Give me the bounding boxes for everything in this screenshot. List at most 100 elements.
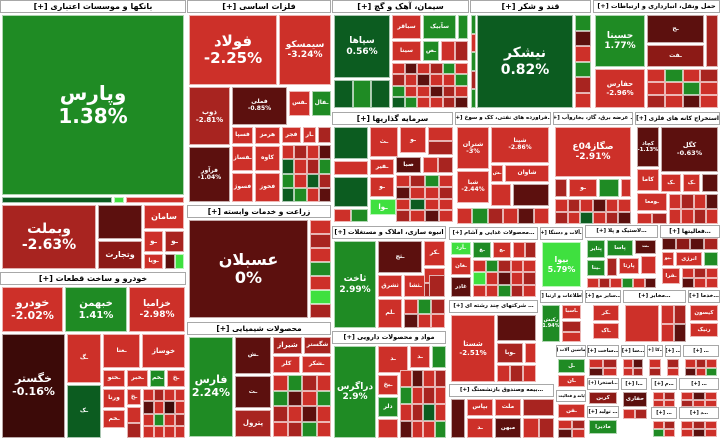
mosaic-cell[interactable] — [693, 429, 705, 437]
section-header-sec-d1[interactable]: … [+] — [651, 407, 677, 419]
tile-rubber-1[interactable]: پاسا — [607, 240, 633, 256]
mosaic-cell[interactable] — [653, 421, 664, 429]
tile-banks-5[interactable] — [98, 205, 142, 239]
mosaic-cell[interactable] — [351, 209, 368, 222]
mosaic-cell[interactable] — [430, 96, 443, 108]
mosaic-cell[interactable] — [485, 272, 499, 285]
section-header-banks[interactable]: بانکها و موسسات اعتباری [+] — [0, 0, 186, 13]
mosaic-cell[interactable] — [455, 74, 468, 86]
mosaic-cell[interactable] — [558, 420, 572, 429]
mosaic-cell[interactable] — [694, 268, 706, 278]
mosaic-cell[interactable] — [706, 278, 718, 288]
mosaic-cell[interactable] — [647, 95, 665, 108]
tile-power-0[interactable]: صگاز04ع -2.91% — [555, 127, 631, 177]
mosaic-cell[interactable] — [441, 41, 455, 61]
section-header-sec-c[interactable]: … [+] — [679, 378, 719, 390]
mosaic-cell[interactable] — [143, 389, 154, 402]
tile-chem-1[interactable]: ـش — [235, 337, 271, 374]
mosaic-cell[interactable] — [693, 209, 706, 224]
mosaic-cell[interactable] — [153, 389, 164, 402]
mosaic-cell[interactable] — [318, 187, 331, 202]
mosaic-cell[interactable] — [524, 242, 536, 258]
mosaic-cell[interactable] — [523, 365, 536, 382]
section-header-sec-b2[interactable]: … [+] — [683, 345, 719, 357]
mosaic-cell[interactable] — [411, 421, 423, 438]
section-header-activities[interactable]: …فعالیتها [+] — [660, 225, 720, 238]
mosaic-cell[interactable] — [417, 299, 432, 314]
tile-pharma-1[interactable]: ـد — [378, 346, 408, 373]
mosaic-cell[interactable] — [431, 299, 445, 314]
mosaic-cell[interactable] — [706, 268, 718, 278]
mosaic-cell[interactable] — [513, 242, 525, 258]
tile-power-3[interactable] — [599, 179, 619, 197]
mosaic-cell[interactable] — [705, 399, 717, 407]
mosaic-cell[interactable] — [442, 63, 456, 75]
tile-invest-1[interactable]: ـث — [370, 127, 398, 157]
tile-multi-0[interactable]: شستا -2.51% — [451, 315, 495, 382]
mosaic-cell[interactable] — [523, 284, 536, 297]
mosaic-cell[interactable] — [310, 220, 331, 234]
mosaic-cell[interactable] — [434, 421, 446, 438]
mosaic-cell[interactable] — [310, 304, 331, 318]
mosaic-cell[interactable] — [294, 173, 307, 188]
tile-banks-4[interactable]: وبملت -2.63% — [2, 205, 96, 269]
mosaic-cell[interactable] — [424, 198, 439, 211]
tile-oil-0[interactable]: شتران -3% — [457, 127, 489, 169]
mosaic-cell[interactable] — [174, 413, 185, 426]
mosaic-cell[interactable] — [396, 210, 411, 222]
mosaic-cell[interactable] — [580, 211, 593, 224]
section-header-production[interactable]: … تولید [+] — [587, 406, 619, 418]
mosaic-cell[interactable] — [310, 290, 331, 304]
tile-metals-12[interactable]: کاوه — [255, 146, 280, 171]
mosaic-cell[interactable] — [334, 209, 351, 222]
mosaic-cell[interactable] — [705, 421, 717, 429]
tile-machinery-0[interactable]: ـل — [558, 359, 585, 373]
mosaic-cell[interactable] — [438, 186, 453, 199]
mosaic-cell[interactable] — [647, 69, 665, 82]
tile-mining-2[interactable]: کاما — [637, 169, 659, 191]
mosaic-cell[interactable] — [662, 238, 676, 250]
mosaic-cell[interactable] — [690, 238, 704, 250]
mosaic-cell[interactable] — [417, 85, 430, 97]
mosaic-cell[interactable] — [682, 268, 694, 278]
mosaic-cell[interactable] — [471, 89, 476, 108]
mosaic-cell[interactable] — [430, 63, 443, 75]
tile-pharma-2[interactable]: ـد — [410, 346, 430, 368]
tile-insurance-5[interactable] — [523, 399, 554, 416]
mosaic-cell[interactable] — [318, 127, 331, 143]
mosaic-cell[interactable] — [685, 359, 696, 368]
mosaic-cell[interactable] — [174, 425, 185, 438]
mosaic-cell[interactable] — [318, 159, 331, 174]
tile-mining-0[interactable]: کچاد -1.13% — [637, 127, 659, 167]
tile-banks-0[interactable]: وپارس 1.38% — [2, 15, 184, 195]
tile-metals-10[interactable]: ـار — [303, 127, 316, 143]
tile-banks-10[interactable]: ـویا — [144, 254, 163, 269]
tile-auto-4[interactable]: ـگ — [67, 334, 101, 383]
mosaic-cell[interactable] — [623, 409, 635, 419]
mosaic-cell[interactable] — [487, 208, 503, 224]
mosaic-cell[interactable] — [282, 173, 295, 188]
mosaic-cell[interactable] — [430, 74, 443, 86]
tile-transport-1[interactable]: حفارس -2.96% — [595, 69, 645, 108]
mosaic-cell[interactable] — [392, 96, 405, 108]
tile-auto-0[interactable]: خودرو -2.02% — [2, 287, 63, 332]
mosaic-cell[interactable] — [518, 208, 534, 224]
section-header-devices[interactable]: …آلات و دستگا [+] — [540, 227, 583, 240]
tile-mining-3[interactable]: ـک — [661, 174, 681, 192]
tile-insurance-4[interactable]: مبهن — [495, 418, 521, 438]
mosaic-cell[interactable] — [706, 359, 717, 368]
tile-insurance-2[interactable]: ملت — [495, 399, 521, 416]
mosaic-cell[interactable] — [429, 275, 445, 297]
mosaic-cell[interactable] — [471, 15, 476, 34]
tile-metals-3[interactable]: فملی -0.85% — [232, 87, 287, 125]
mosaic-cell[interactable] — [164, 401, 175, 414]
mosaic-cell[interactable] — [471, 52, 476, 71]
mosaic-cell[interactable] — [400, 404, 412, 421]
mosaic-cell[interactable] — [287, 421, 302, 437]
tile-insurance-0[interactable] — [451, 399, 465, 438]
tile-metals-5[interactable]: ـفال — [312, 91, 331, 116]
mosaic-cell[interactable] — [174, 389, 185, 402]
tile-cement-4[interactable]: سینا — [392, 41, 421, 61]
mosaic-cell[interactable] — [455, 63, 468, 75]
tile-extraction-0[interactable]: کربن — [589, 392, 617, 404]
